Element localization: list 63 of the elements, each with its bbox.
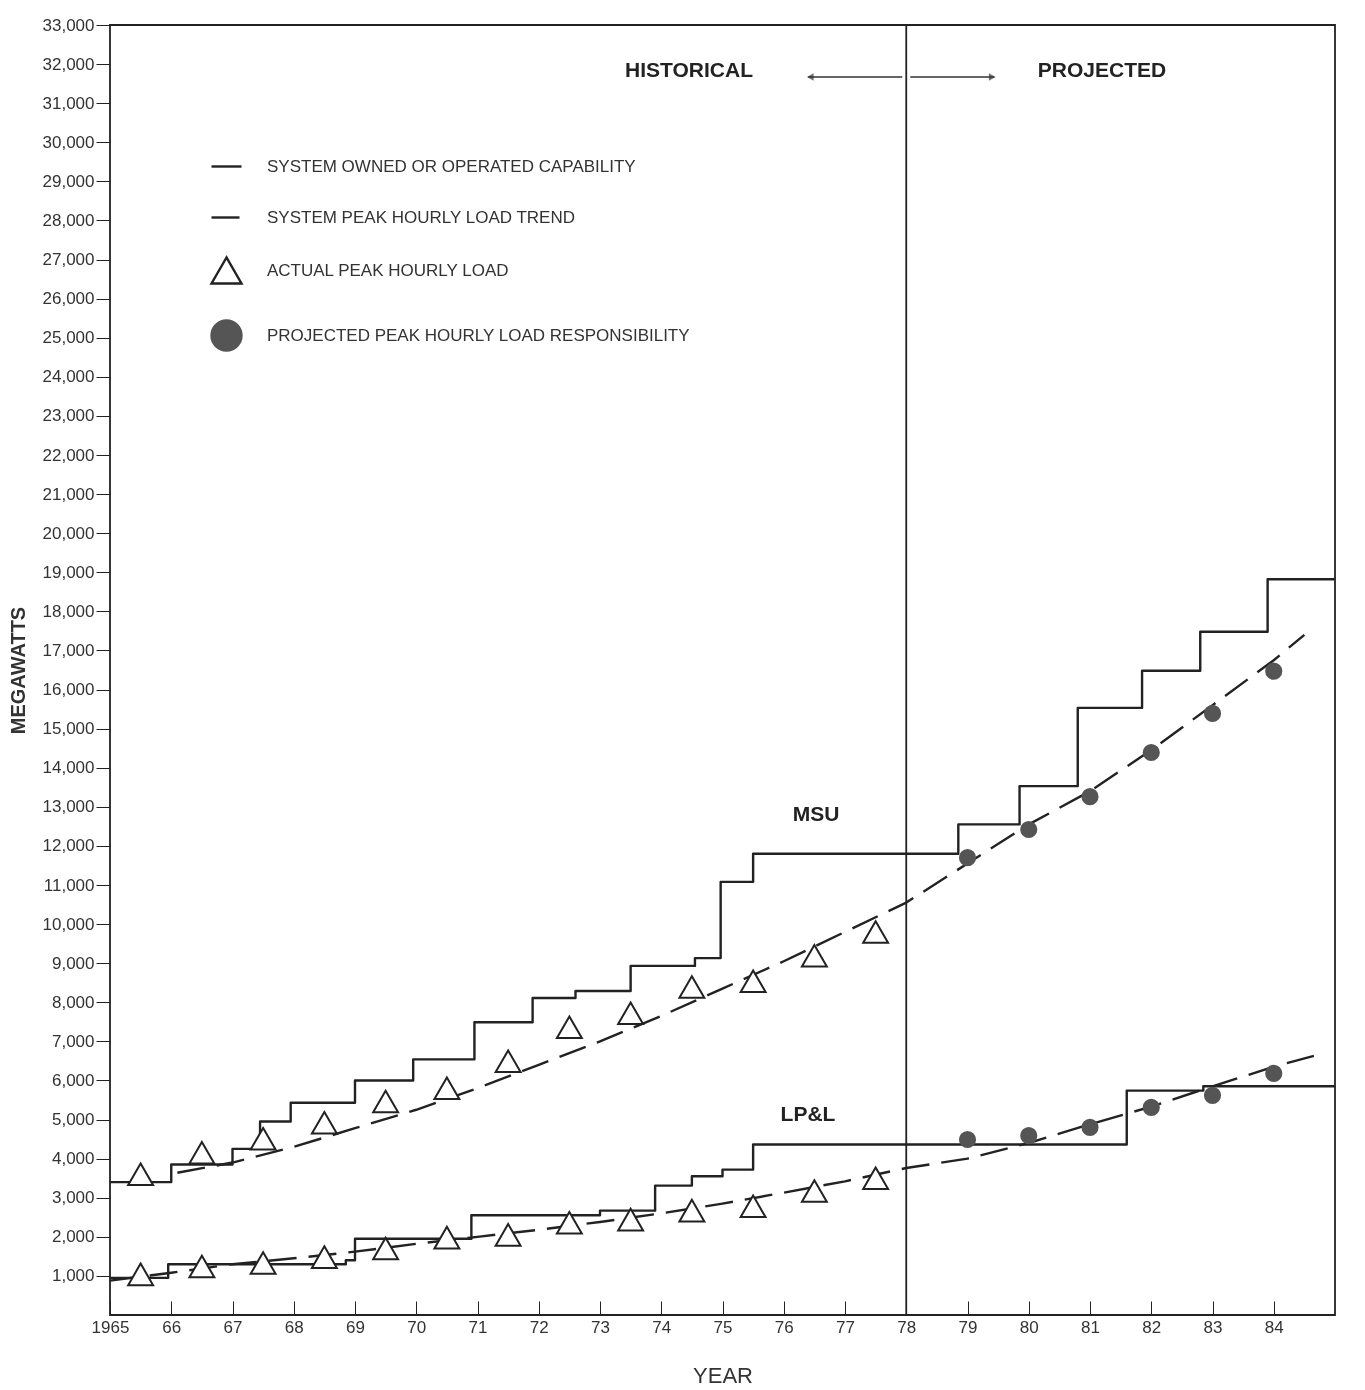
- x-tick-label: 76: [774, 1317, 794, 1337]
- legend-label: ACTUAL PEAK HOURLY LOAD: [267, 260, 509, 280]
- y-tick-label: 21,000: [42, 484, 95, 504]
- y-tick-label: 31,000: [42, 93, 95, 113]
- y-tick-label: 10,000: [42, 914, 95, 934]
- x-tick-label: 77: [836, 1317, 855, 1337]
- y-tick-label: 13,000: [42, 797, 95, 817]
- y-tick-label: 26,000: [42, 289, 95, 309]
- y-tick-label: 11,000: [43, 875, 95, 895]
- x-tick-label: 78: [897, 1317, 917, 1337]
- y-axis-title: MEGAWATTS: [6, 606, 29, 735]
- y-tick-label: 15,000: [42, 719, 95, 739]
- x-axis-title: YEAR: [693, 1362, 753, 1388]
- x-tick-label: 83: [1203, 1317, 1223, 1337]
- x-tick-label: 81: [1081, 1317, 1100, 1337]
- x-tick-label: 68: [284, 1317, 304, 1337]
- y-tick-label: 2,000: [51, 1227, 95, 1247]
- x-tick-label: 79: [958, 1317, 978, 1337]
- y-tick-label: 5,000: [51, 1110, 95, 1130]
- y-tick-label: 9,000: [51, 953, 95, 973]
- legend-label: SYSTEM PEAK HOURLY LOAD TREND: [267, 207, 575, 227]
- y-tick-label: 7,000: [51, 1031, 95, 1051]
- y-tick-label: 17,000: [42, 640, 95, 660]
- legend-label: SYSTEM OWNED OR OPERATED CAPABILITY: [267, 156, 636, 176]
- x-tick-label: 67: [223, 1317, 243, 1337]
- y-tick-label: 27,000: [42, 250, 95, 270]
- y-tick-label: 25,000: [42, 328, 95, 348]
- y-tick-label: 12,000: [42, 836, 95, 856]
- annotation: LP&L: [780, 1102, 836, 1125]
- x-tick-label: 74: [652, 1317, 672, 1337]
- x-tick-label: 82: [1142, 1317, 1162, 1337]
- y-tick-label: 16,000: [42, 680, 95, 700]
- x-tick-label: 1965: [91, 1317, 130, 1337]
- x-tick-label: 84: [1264, 1317, 1284, 1337]
- y-tick-label: 30,000: [42, 132, 95, 152]
- y-tick-label: 14,000: [42, 758, 95, 778]
- y-tick-label: 3,000: [51, 1188, 95, 1208]
- annotation: PROJECTED: [1037, 58, 1167, 81]
- y-tick-label: 33,000: [42, 15, 95, 35]
- y-tick-label: 29,000: [42, 171, 95, 191]
- y-tick-label: 20,000: [42, 523, 95, 543]
- x-tick-label: 72: [529, 1317, 549, 1337]
- y-tick-label: 6,000: [51, 1070, 95, 1090]
- annotation: HISTORICAL: [625, 58, 754, 81]
- x-tick-label: 73: [591, 1317, 610, 1337]
- y-tick-label: 23,000: [42, 406, 95, 426]
- y-tick-label: 22,000: [42, 445, 95, 465]
- x-tick-label: 75: [713, 1317, 733, 1337]
- y-tick-label: 18,000: [42, 601, 95, 621]
- y-tick-label: 32,000: [42, 54, 95, 74]
- x-tick-label: 69: [346, 1317, 365, 1337]
- y-tick-label: 28,000: [42, 210, 95, 230]
- x-tick-label: 66: [162, 1317, 182, 1337]
- y-tick-label: 8,000: [51, 992, 95, 1012]
- x-tick-label: 80: [1019, 1317, 1039, 1337]
- legend-label: PROJECTED PEAK HOURLY LOAD RESPONSIBILITY: [267, 325, 690, 345]
- annotation: MSU: [792, 802, 840, 825]
- y-tick-label: 4,000: [51, 1149, 95, 1169]
- y-tick-label: 24,000: [42, 367, 95, 387]
- y-tick-label: 1,000: [51, 1266, 95, 1286]
- x-tick-label: 71: [468, 1317, 488, 1337]
- y-tick-label: 19,000: [42, 562, 95, 582]
- x-tick-label: 70: [407, 1317, 427, 1337]
